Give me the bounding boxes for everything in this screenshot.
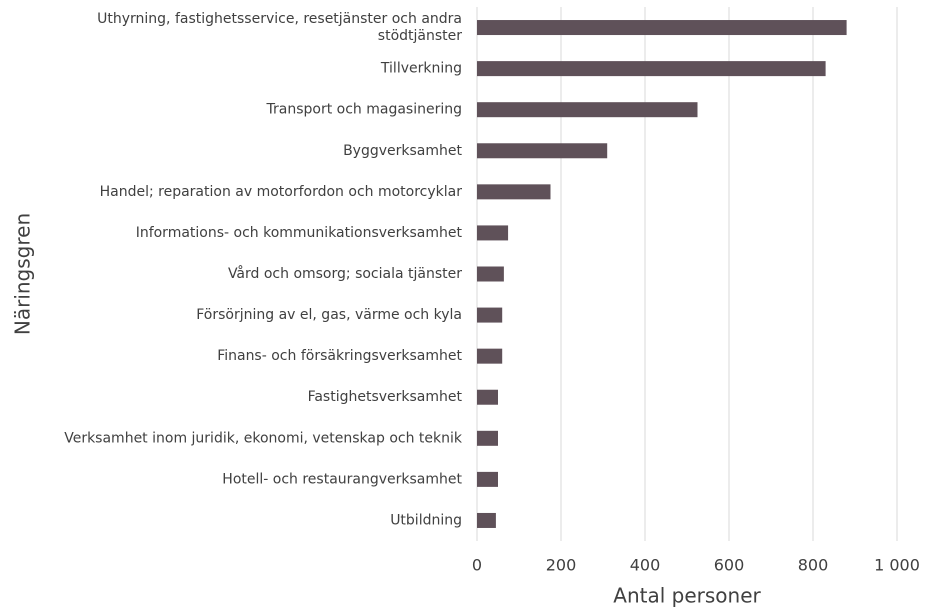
y-tick-label: Uthyrning, fastighetsservice, resetjänst…: [97, 11, 462, 44]
y-tick-label: Utbildning: [390, 512, 462, 528]
y-tick-label: Finans- och försäkringsverksamhet: [217, 348, 462, 364]
bar: [477, 471, 498, 487]
bar: [477, 307, 503, 323]
y-tick-label: Hotell- och restaurangverksamhet: [222, 471, 462, 487]
y-tick-label: Handel; reparation av motorfordon och mo…: [100, 184, 463, 200]
y-axis-title: Näringsgren: [11, 213, 35, 335]
y-tick-label: Fastighetsverksamhet: [308, 389, 463, 405]
y-tick-label: Verksamhet inom juridik, ekonomi, vetens…: [64, 430, 463, 446]
x-tick-label: 800: [798, 556, 829, 575]
x-tick-label: 1 000: [874, 556, 920, 575]
bar: [477, 430, 498, 446]
bar: [477, 20, 847, 36]
y-tick-label: Vård och omsorg; sociala tjänster: [228, 265, 462, 282]
y-tick-label: Byggverksamhet: [343, 143, 462, 159]
bar: [477, 389, 498, 405]
bar: [477, 512, 496, 528]
x-tick-label: 200: [546, 556, 577, 575]
bar: [477, 143, 608, 159]
x-tick-label: 400: [630, 556, 661, 575]
bar: [477, 102, 698, 118]
bar: [477, 184, 551, 200]
y-tick-label: Informations- och kommunikationsverksamh…: [136, 225, 463, 241]
y-tick-label: Transport och magasinering: [266, 102, 463, 118]
bar: [477, 266, 504, 282]
x-axis-title: Antal personer: [613, 584, 761, 608]
bar: [477, 61, 826, 77]
x-tick-label: 600: [714, 556, 745, 575]
bar: [477, 225, 509, 241]
x-tick-label: 0: [472, 556, 482, 575]
y-tick-label: Försörjning av el, gas, värme och kyla: [196, 307, 462, 323]
bar: [477, 348, 503, 364]
y-tick-label: Tillverkning: [380, 61, 462, 77]
